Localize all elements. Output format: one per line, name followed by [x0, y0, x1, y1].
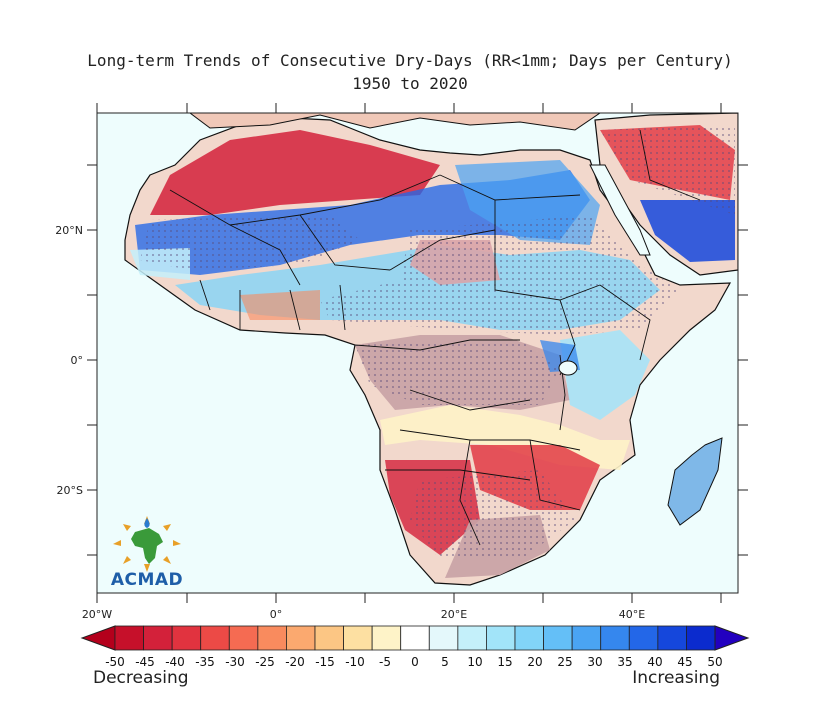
colorbar-swatch — [514, 625, 544, 651]
colorbar-tick-label: 35 — [617, 655, 632, 669]
colorbar-swatch — [343, 625, 373, 651]
colorbar-tick-label: 30 — [587, 655, 602, 669]
lat-label-20n: 20°N — [55, 224, 83, 237]
lat-label-0: 0° — [71, 354, 84, 367]
madagascar — [667, 437, 723, 526]
colorbar-tick-label: 10 — [467, 655, 482, 669]
acmad-logo-text: ACMAD — [110, 570, 184, 590]
colorbar-tick-label: -15 — [315, 655, 335, 669]
colorbar-swatch — [486, 625, 516, 651]
colorbar-swatch — [628, 625, 659, 651]
colorbar-swatch — [143, 625, 173, 651]
significance-stipple — [140, 125, 735, 560]
colorbar-tick-label: 50 — [707, 655, 722, 669]
map-title: Long-term Trends of Consecutive Dry-Days… — [87, 51, 733, 70]
lon-label-20w: 20°W — [82, 608, 112, 621]
colorbar-tick-label: 45 — [677, 655, 692, 669]
europe-strip — [189, 113, 601, 131]
legend-increasing: Increasing — [632, 668, 720, 688]
colorbar-tick-label: 25 — [557, 655, 572, 669]
colorbar-swatch — [400, 625, 430, 651]
colorbar-swatch — [428, 625, 459, 651]
map-subtitle: 1950 to 2020 — [352, 74, 468, 93]
colorbar-swatch — [286, 625, 316, 651]
colorbar-swatch — [314, 625, 344, 651]
colorbar-swatch — [257, 625, 287, 651]
colorbar-tick-label: -45 — [135, 655, 155, 669]
colorbar-tick-label: -20 — [285, 655, 305, 669]
colorbar-tick-label: 15 — [497, 655, 512, 669]
lake-victoria — [558, 360, 578, 376]
colorbar-tick-label: -25 — [255, 655, 275, 669]
colorbar-swatch — [571, 625, 602, 651]
lon-label-20e: 20°E — [441, 608, 467, 621]
colorbar-high-arrow — [714, 625, 750, 651]
acmad-logo: ACMAD — [101, 514, 193, 590]
colorbar-swatch — [114, 625, 144, 651]
lat-ticks — [87, 164, 748, 556]
colorbar-tick-label: 20 — [527, 655, 542, 669]
colorbar-tick-labels: -50 -45 -40 -35 -30 -25 -20 -15 -10 -5 0 5 10 15 20 25 3… — [105, 655, 722, 669]
colorbar-tick-label: -35 — [195, 655, 215, 669]
colorbar-swatch — [686, 625, 716, 651]
acmad-logo-icon — [113, 516, 181, 572]
colorbar-swatch — [228, 625, 259, 651]
colorbar-tick-label: -10 — [345, 655, 365, 669]
lon-ticks — [96, 103, 722, 603]
colorbar-tick-label: -40 — [165, 655, 185, 669]
colorbar-swatch — [657, 625, 687, 651]
colorbar-swatch — [371, 625, 402, 651]
legend-decreasing: Decreasing — [93, 668, 189, 688]
colorbar-swatch — [171, 625, 202, 651]
colorbar-tick-label: 0 — [411, 655, 419, 669]
colorbar-low-arrow — [80, 625, 116, 651]
lon-label-0: 0° — [270, 608, 283, 621]
colorbar-swatch — [200, 625, 230, 651]
lon-label-40e: 40°E — [619, 608, 645, 621]
red-sea — [589, 164, 651, 256]
colorbar-tick-label: 5 — [441, 655, 449, 669]
colorbar — [80, 625, 750, 651]
lat-label-20s: 20°S — [57, 484, 83, 497]
map-frame — [96, 112, 739, 594]
colorbar-tick-label: 40 — [647, 655, 662, 669]
colorbar-swatch — [457, 625, 487, 651]
colorbar-tick-label: -5 — [379, 655, 391, 669]
country-borders — [169, 129, 701, 546]
colorbar-tick-label: -30 — [225, 655, 245, 669]
colorbar-swatch — [600, 625, 630, 651]
colorbar-swatch — [543, 625, 573, 651]
colorbar-tick-label: -50 — [105, 655, 125, 669]
